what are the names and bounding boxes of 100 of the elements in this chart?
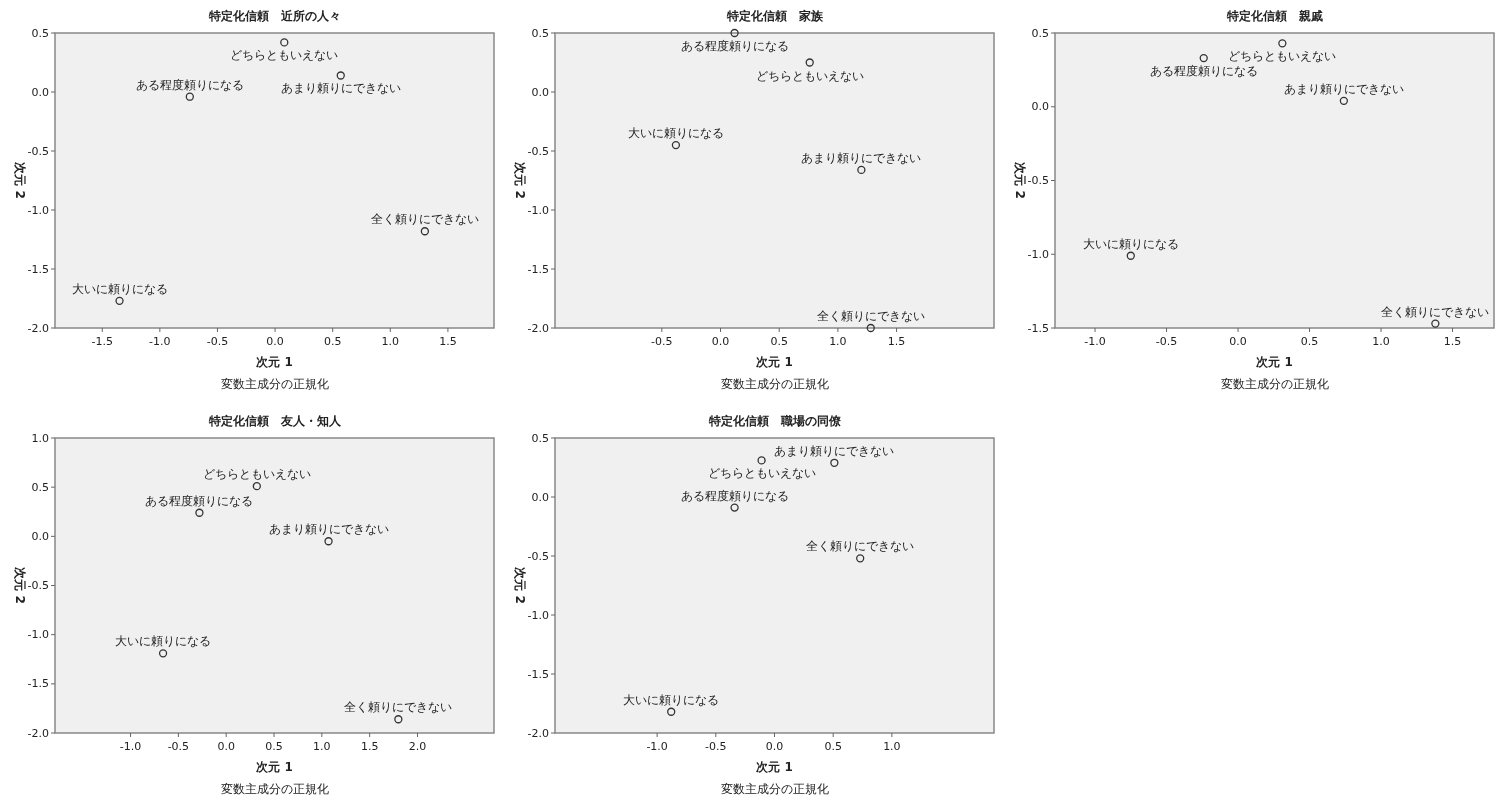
annotation: ある程度頼りになる [680, 39, 789, 53]
chart-title: 特定化信頼 職場の同僚 [707, 414, 842, 428]
x-tick-label: 0.5 [323, 335, 342, 348]
annotation: 大いに頼りになる [71, 281, 168, 296]
y-axis-title: 次元 2 [13, 162, 27, 199]
chart-title: 特定化信頼 家族 [725, 9, 824, 23]
y-tick-label: 1.0 [31, 431, 49, 445]
annotation: ある程度頼りになる [145, 493, 254, 508]
annotation: あまり頼りにできない [801, 150, 922, 165]
annotation: あまり頼りにできない [774, 443, 895, 458]
y-tick-label: -1.5 [27, 677, 49, 691]
y-tick-label: -1.5 [1027, 321, 1049, 335]
point [1126, 251, 1135, 260]
annotation: 全く頼りにできない [816, 309, 925, 323]
x-tick-label: 0.5 [824, 740, 842, 753]
y-tick-label: -1.0 [1027, 247, 1049, 261]
x-tick-label: 1.5 [887, 335, 906, 348]
point [394, 715, 403, 724]
y-axis-title: 次元 2 [513, 567, 527, 604]
annotation: あまり頼りにできない [1283, 81, 1404, 96]
x-tick-label: 1.0 [829, 335, 847, 348]
annotation: 全く頼りにできない [1381, 304, 1490, 319]
x-tick-label: -0.5 [1155, 335, 1178, 348]
x-tick-label: 0.5 [1300, 335, 1319, 348]
y-tick-label: 0.5 [1031, 26, 1049, 40]
x-tick-label: 1.5 [1443, 335, 1462, 348]
point [1339, 96, 1348, 105]
x-tick-label: 2.0 [408, 740, 427, 753]
y-tick-label: -1.5 [527, 262, 549, 276]
y-tick-label: 0.0 [31, 529, 49, 543]
annotation: どちらともいえない [707, 466, 816, 481]
point [805, 58, 814, 67]
point [830, 458, 839, 467]
point [1199, 53, 1208, 63]
point [420, 227, 430, 236]
annotation: ある程度頼りになる [135, 77, 244, 92]
x-tick-label: 0.0 [1229, 335, 1247, 348]
x-tick-label: -0.5 [206, 335, 229, 348]
annotation: 大いに頼りになる [627, 126, 724, 141]
y-tick-label: 0.0 [531, 85, 549, 99]
point [158, 649, 168, 658]
y-tick-label: -0.5 [27, 144, 49, 158]
chart-title: 特定化信頼 友人・知人 [207, 414, 342, 428]
annotation: あまり頼りにできない [280, 81, 401, 96]
y-tick-label: 0.5 [31, 480, 49, 494]
annotation: あまり頼りにできない [268, 522, 389, 537]
x-tick-label: 0.0 [266, 335, 284, 348]
annotation: 大いに頼りになる [115, 634, 212, 649]
x-tick-label: -1.5 [91, 335, 113, 348]
y-tick-label: -1.0 [27, 203, 49, 217]
y-tick-label: -1.0 [527, 203, 549, 217]
point [857, 165, 866, 175]
text: 変数主成分の正規化 [720, 377, 829, 391]
point [856, 554, 865, 563]
text: 変数主成分の正規化 [220, 782, 329, 796]
x-axis-title: 次元 1 [256, 355, 293, 369]
y-tick-label: -2.0 [27, 726, 49, 740]
annotation: ある程度頼りになる [1149, 64, 1258, 79]
y-tick-label: -0.5 [27, 579, 49, 592]
y-tick-label: -0.5 [527, 144, 549, 158]
annotation: 全く頼りにできない [806, 539, 915, 554]
point [324, 537, 333, 546]
point [1278, 39, 1287, 48]
annotation: どちらともいえない [1228, 49, 1337, 64]
x-tick-label: 0.5 [265, 740, 283, 753]
point [185, 92, 194, 101]
x-tick-label: -1.0 [1084, 335, 1106, 348]
y-tick-label: -1.5 [527, 667, 549, 681]
y-tick-label: -2.0 [527, 321, 549, 335]
x-axis-title: 次元 1 [756, 355, 793, 369]
text: 変数主成分の正規化 [1220, 377, 1329, 391]
x-tick-label: -1.0 [646, 740, 668, 753]
x-tick-label: -1.0 [149, 335, 171, 348]
point [280, 38, 289, 47]
annotation: ある程度頼りになる [680, 488, 789, 503]
x-tick-label: 1.0 [1372, 335, 1390, 348]
y-tick-label: -2.0 [527, 726, 549, 740]
y-axis-title: 次元 2 [1013, 162, 1027, 199]
point [252, 482, 261, 491]
point [730, 503, 739, 512]
x-axis-title: 次元 1 [756, 760, 793, 774]
text: 変数主成分の正規化 [220, 377, 329, 391]
y-tick-label: 0.0 [1031, 100, 1049, 114]
chart-title: 特定化信頼 近所の人々 [207, 9, 341, 23]
x-tick-label: 1.5 [439, 335, 457, 348]
y-tick-label: -0.5 [1027, 174, 1049, 187]
point [1431, 319, 1440, 328]
y-tick-label: -1.0 [527, 608, 549, 622]
x-axis-title: 次元 1 [256, 760, 293, 774]
point [671, 140, 681, 150]
point [667, 707, 676, 716]
x-tick-label: 1.0 [381, 335, 400, 348]
x-tick-label: 0.0 [711, 335, 730, 348]
x-tick-label: -0.5 [167, 740, 190, 753]
y-tick-label: 0.5 [31, 26, 49, 40]
annotation: 大いに頼りになる [623, 692, 720, 707]
point [336, 71, 345, 80]
x-tick-label: 0.0 [765, 740, 784, 753]
y-tick-label: -1.5 [27, 262, 49, 276]
text: 変数主成分の正規化 [720, 782, 829, 796]
